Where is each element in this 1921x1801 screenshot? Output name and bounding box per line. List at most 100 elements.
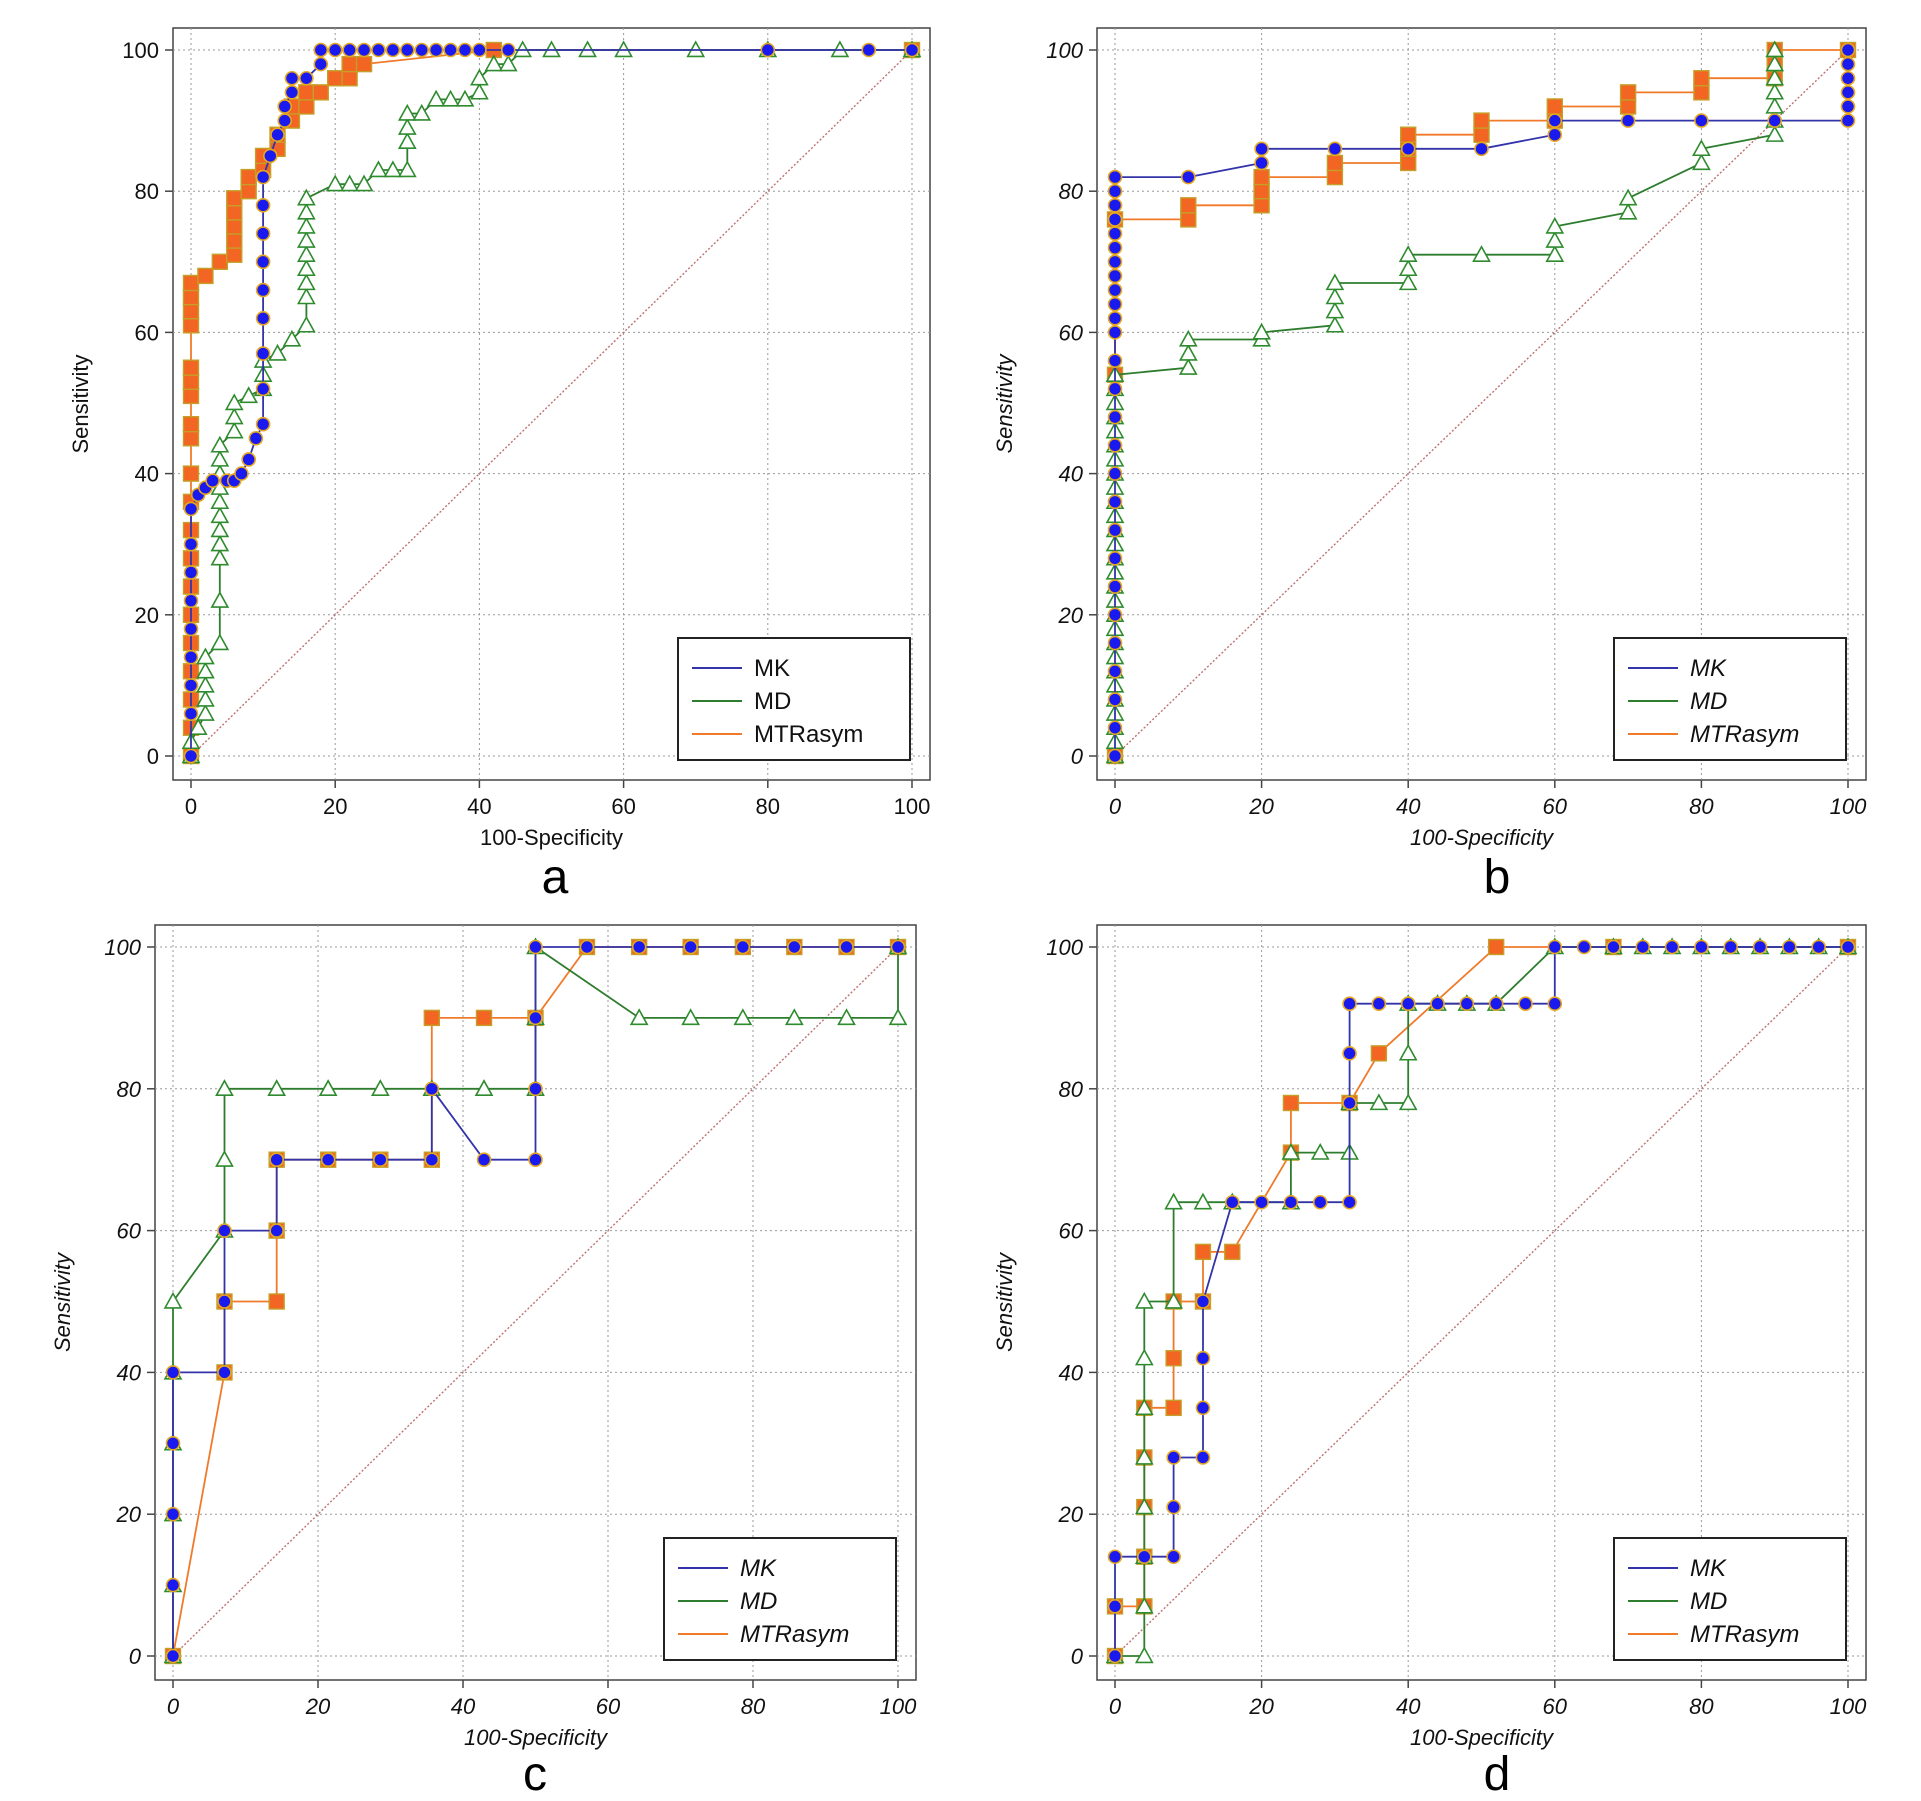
data-point-mk: [1107, 635, 1123, 651]
data-point-mk: [1181, 169, 1196, 185]
data-point-mtrasym: [1224, 1243, 1241, 1261]
data-point-md: [1618, 202, 1638, 220]
data-point-mk: [1195, 1450, 1211, 1465]
data-point-mk: [1107, 198, 1123, 213]
data-point-mk: [248, 430, 264, 446]
data-point-md: [215, 1079, 234, 1096]
y-tick-label: 80: [117, 1077, 142, 1102]
data-point-mk: [1107, 254, 1123, 270]
data-point-mtrasym: [355, 55, 373, 73]
data-point-mk: [1400, 141, 1416, 157]
roc-panel-b: 00 20 20 40 40 60 60 80 80 100 100 100-Specificity S…: [992, 27, 1867, 904]
data-point-mtrasym: [1370, 1045, 1388, 1062]
data-point-mk: [1371, 996, 1387, 1012]
data-point-md: [1325, 287, 1345, 305]
data-point-mk: [631, 939, 647, 955]
y-tick-label: 60: [1059, 320, 1084, 345]
legend-box: [1613, 1537, 1847, 1661]
data-point-mk: [1488, 996, 1504, 1012]
y-tick-label: 100: [122, 38, 159, 63]
data-point-md: [1765, 82, 1785, 100]
y-tick-label: 100: [1046, 935, 1083, 960]
data-point-md: [210, 548, 230, 566]
data-point-mk: [683, 939, 698, 955]
data-point-mk: [1224, 1194, 1240, 1210]
legend-box: [677, 637, 911, 761]
data-point-mk: [1547, 996, 1563, 1012]
data-point-md: [1692, 153, 1711, 171]
data-point-mk: [1254, 141, 1269, 157]
data-point-mk: [1694, 939, 1709, 955]
data-point-mk: [1547, 127, 1563, 143]
data-point-md: [426, 89, 446, 107]
data-point-mk: [1107, 353, 1123, 368]
data-point-mtrasym: [226, 190, 243, 207]
data-point-mk: [472, 42, 487, 58]
data-point-mk: [183, 748, 199, 764]
data-point-mtrasym: [327, 70, 344, 87]
x-tick-label: 40: [1396, 1694, 1421, 1719]
data-point-mk: [1107, 381, 1123, 397]
data-point-md: [1765, 125, 1785, 142]
y-tick-label: 60: [117, 1219, 142, 1244]
data-point-mk: [1840, 113, 1856, 128]
data-point-mk: [255, 416, 271, 432]
data-point-md: [1178, 329, 1198, 347]
data-point-mk: [1342, 996, 1357, 1012]
data-point-mk: [1342, 1046, 1357, 1061]
x-tick-label: 100: [1830, 794, 1867, 819]
legend-label-mtrasym: MTRasym: [1690, 721, 1799, 748]
x-axis-label: 100-Specificity: [464, 1725, 609, 1750]
data-point-md: [1545, 216, 1565, 234]
data-point-mk: [1312, 1194, 1328, 1210]
data-point-mk: [1694, 113, 1709, 128]
data-point-mk: [165, 1648, 181, 1664]
data-point-md: [397, 160, 417, 178]
y-tick-label: 20: [1058, 1502, 1084, 1527]
data-point-md: [163, 1291, 183, 1309]
data-point-md: [282, 329, 302, 347]
data-point-mtrasym: [1473, 126, 1490, 143]
data-point-md: [210, 449, 230, 467]
data-point-mk: [1576, 939, 1592, 955]
data-point-mk: [1107, 522, 1123, 538]
x-tick-label: 0: [167, 1694, 180, 1719]
data-point-md: [210, 492, 230, 510]
y-tick-label: 60: [1059, 1219, 1084, 1244]
reference-diagonal: [1114, 946, 1849, 1657]
y-tick-label: 0: [1071, 744, 1084, 769]
data-point-md: [297, 287, 316, 305]
data-point-md: [1281, 1142, 1301, 1160]
data-point-md: [455, 89, 475, 107]
data-point-md: [1765, 68, 1785, 86]
data-point-mk: [1840, 85, 1856, 100]
data-point-mk: [327, 42, 343, 58]
data-point-mk: [165, 1436, 181, 1451]
data-point-mtrasym: [1180, 197, 1197, 214]
y-tick-label: 20: [135, 603, 159, 628]
series-mk: [1107, 42, 1856, 764]
data-point-mk: [183, 706, 199, 721]
data-point-mk: [1518, 996, 1533, 1012]
data-point-mk: [284, 85, 300, 100]
data-point-mtrasym: [182, 373, 200, 391]
data-point-mk: [1620, 113, 1636, 128]
data-point-md: [325, 174, 345, 192]
legend-box: [663, 1537, 897, 1661]
data-point-mk: [528, 939, 543, 955]
data-point-mtrasym: [1253, 182, 1270, 200]
data-point-mk: [1459, 996, 1475, 1012]
data-point-md: [397, 132, 417, 149]
data-point-mtrasym: [182, 303, 200, 320]
data-point-md: [196, 647, 215, 665]
x-tick-label: 40: [467, 794, 491, 819]
y-tick-label: 0: [147, 744, 159, 769]
data-point-mtrasym: [1180, 211, 1197, 228]
data-point-md: [188, 718, 208, 735]
data-point-mk: [183, 678, 199, 693]
y-tick-label: 60: [135, 320, 159, 345]
data-point-md: [267, 1079, 287, 1096]
legend-label-mtrasym: MTRasym: [740, 1621, 849, 1648]
data-point-mk: [1107, 310, 1123, 326]
x-tick-label: 0: [1109, 794, 1122, 819]
